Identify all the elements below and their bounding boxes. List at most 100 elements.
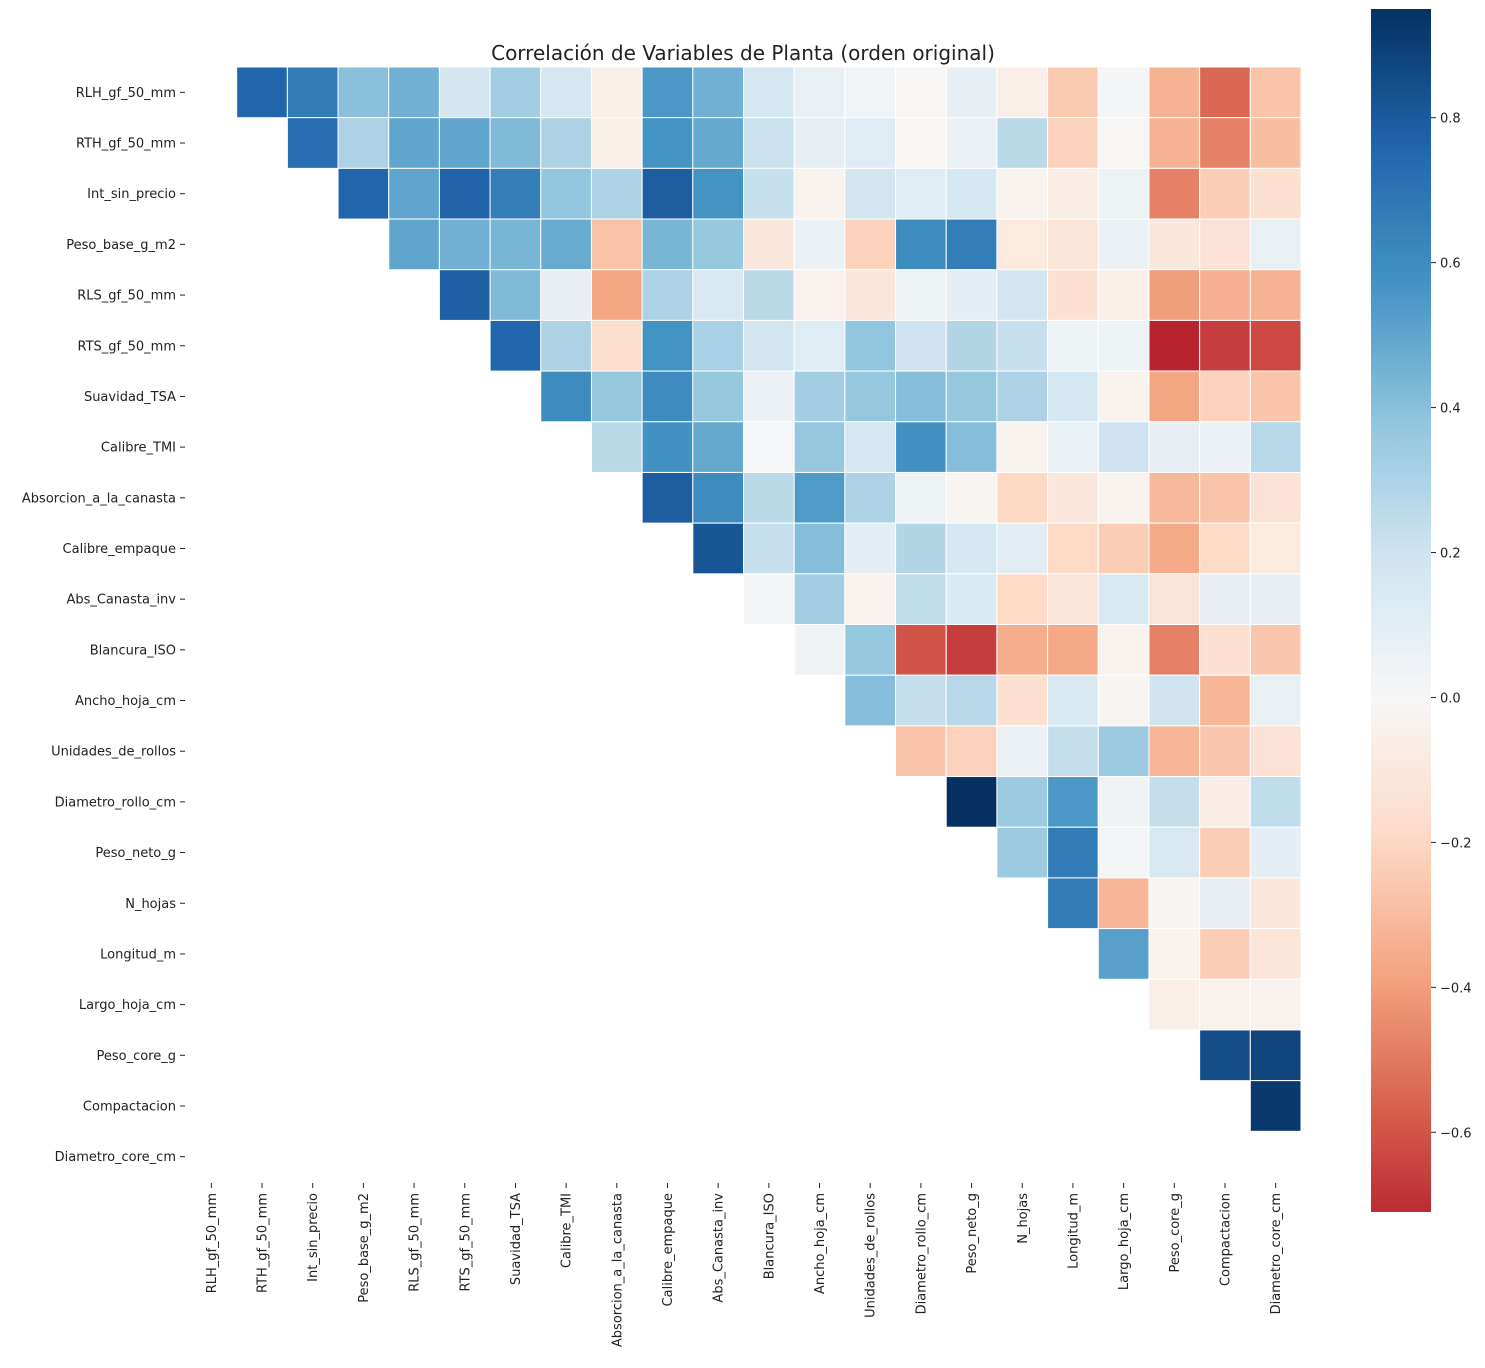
heatmap-cell [844,471,897,524]
heatmap-cell [1199,1029,1251,1082]
heatmap-cell [996,66,1049,119]
y-tick-label: Int_sin_precio [87,187,176,202]
heatmap-cell [1199,725,1251,778]
heatmap-cell [590,319,643,372]
heatmap-cell [1199,624,1251,676]
x-tick-label: Longitud_m [1066,1193,1081,1269]
colorbar-tick-label: 0.6 [1440,257,1461,272]
heatmap-cell [844,66,897,119]
heatmap-cell [489,269,542,321]
heatmap-cell [438,218,491,271]
colorbar-tick-label: 0.0 [1440,691,1461,706]
x-tick-label: RLH_gf_50_mm [205,1193,220,1293]
heatmap-cell [1148,674,1201,727]
heatmap-cell [1148,167,1201,220]
y-tick-label: Compactacion [83,1099,176,1114]
heatmap-cell [793,167,846,220]
heatmap-cell [844,218,897,271]
heatmap-cell [996,522,1049,575]
x-tick-label: N_hojas [1016,1193,1031,1244]
heatmap-cell [1199,877,1251,930]
heatmap-cell [1148,319,1201,372]
y-tick-label: Peso_neto_g [95,846,176,861]
heatmap-cell [996,624,1049,676]
heatmap-cell [692,66,744,119]
heatmap-cell [590,117,643,169]
heatmap-cell [895,421,947,473]
heatmap-cell [641,471,694,524]
y-tick-label: RTS_gf_50_mm [78,339,176,354]
heatmap-cell [692,269,744,321]
heatmap-cell [692,319,744,372]
heatmap-cell [1199,776,1251,828]
heatmap-cell [1097,674,1150,727]
heatmap-cell [1097,269,1150,321]
heatmap-cell [1199,573,1251,625]
heatmap-cell [540,319,592,372]
heatmap-cell [945,66,998,119]
heatmap-cell [590,421,643,473]
y-tick-label: RLH_gf_50_mm [76,86,176,101]
x-tick-label: Calibre_empaque [661,1193,676,1306]
heatmap-cell [1047,167,1099,220]
x-tick-label: Calibre_TMI [560,1193,575,1268]
colorbar-tick-label: −0.6 [1440,1126,1472,1141]
heatmap-cell [1249,117,1302,169]
heatmap-cell [895,269,947,321]
heatmap-cell [692,471,744,524]
heatmap-cell [1148,928,1201,980]
heatmap-cell [1249,776,1302,828]
heatmap-cell [1148,624,1201,676]
x-tick-label: Ancho_hoja_cm [813,1193,828,1294]
heatmap-cell [895,370,947,423]
heatmap-cell [388,117,440,169]
heatmap-cell [1199,117,1251,169]
y-tick-label: Longitud_m [100,947,176,962]
x-tick-label: Blancura_ISO [762,1193,777,1279]
heatmap-cell [895,66,947,119]
heatmap-cell [692,421,744,473]
heatmap-cell [1047,624,1099,676]
heatmap-cell [793,370,846,423]
heatmap-cell [945,370,998,423]
heatmap-cell [996,573,1049,625]
heatmap-cell [945,471,998,524]
heatmap-cell [1148,877,1201,930]
heatmap-cell [438,167,491,220]
heatmap-cell [1249,928,1302,980]
y-tick-label: RTH_gf_50_mm [76,137,176,152]
heatmap-cell [540,167,592,220]
colorbar-tick-label: 0.2 [1440,547,1461,562]
heatmap-cell [1148,978,1201,1031]
heatmap-cell [996,370,1049,423]
x-axis-tick-labels: RLH_gf_50_mm RTH_gf_50_mm Int_sin_precio Pe… [205,1183,1284,1347]
heatmap-cell [793,573,846,625]
colorbar-tick-label: 0.4 [1440,402,1461,417]
colorbar-tick-label: −0.4 [1440,981,1472,996]
heatmap-cell [438,66,491,119]
heatmap-cell [489,218,542,271]
heatmap-cell [895,167,947,220]
heatmap-cell [1097,522,1150,575]
y-tick-label: Diametro_rollo_cm [55,795,176,810]
heatmap-cell [844,674,897,727]
x-tick-label: Suavidad_TSA [509,1193,524,1285]
heatmap-cell [641,117,694,169]
heatmap-cell [1199,269,1251,321]
heatmap-cell [489,117,542,169]
heatmap-cell [1047,218,1099,271]
y-tick-label: Unidades_de_rollos [51,745,176,760]
x-tick-label: Int_sin_precio [306,1193,321,1282]
heatmap-cell [996,218,1049,271]
heatmap-cell [743,522,795,575]
heatmap-cell [1047,269,1099,321]
heatmap-cell [1047,776,1099,828]
heatmap-cell [641,218,694,271]
heatmap-cell [1097,573,1150,625]
heatmap-cell [945,319,998,372]
heatmap-cell [1249,370,1302,423]
heatmap-cell [1148,269,1201,321]
heatmap-cell [1148,370,1201,423]
heatmap-cell [793,66,846,119]
